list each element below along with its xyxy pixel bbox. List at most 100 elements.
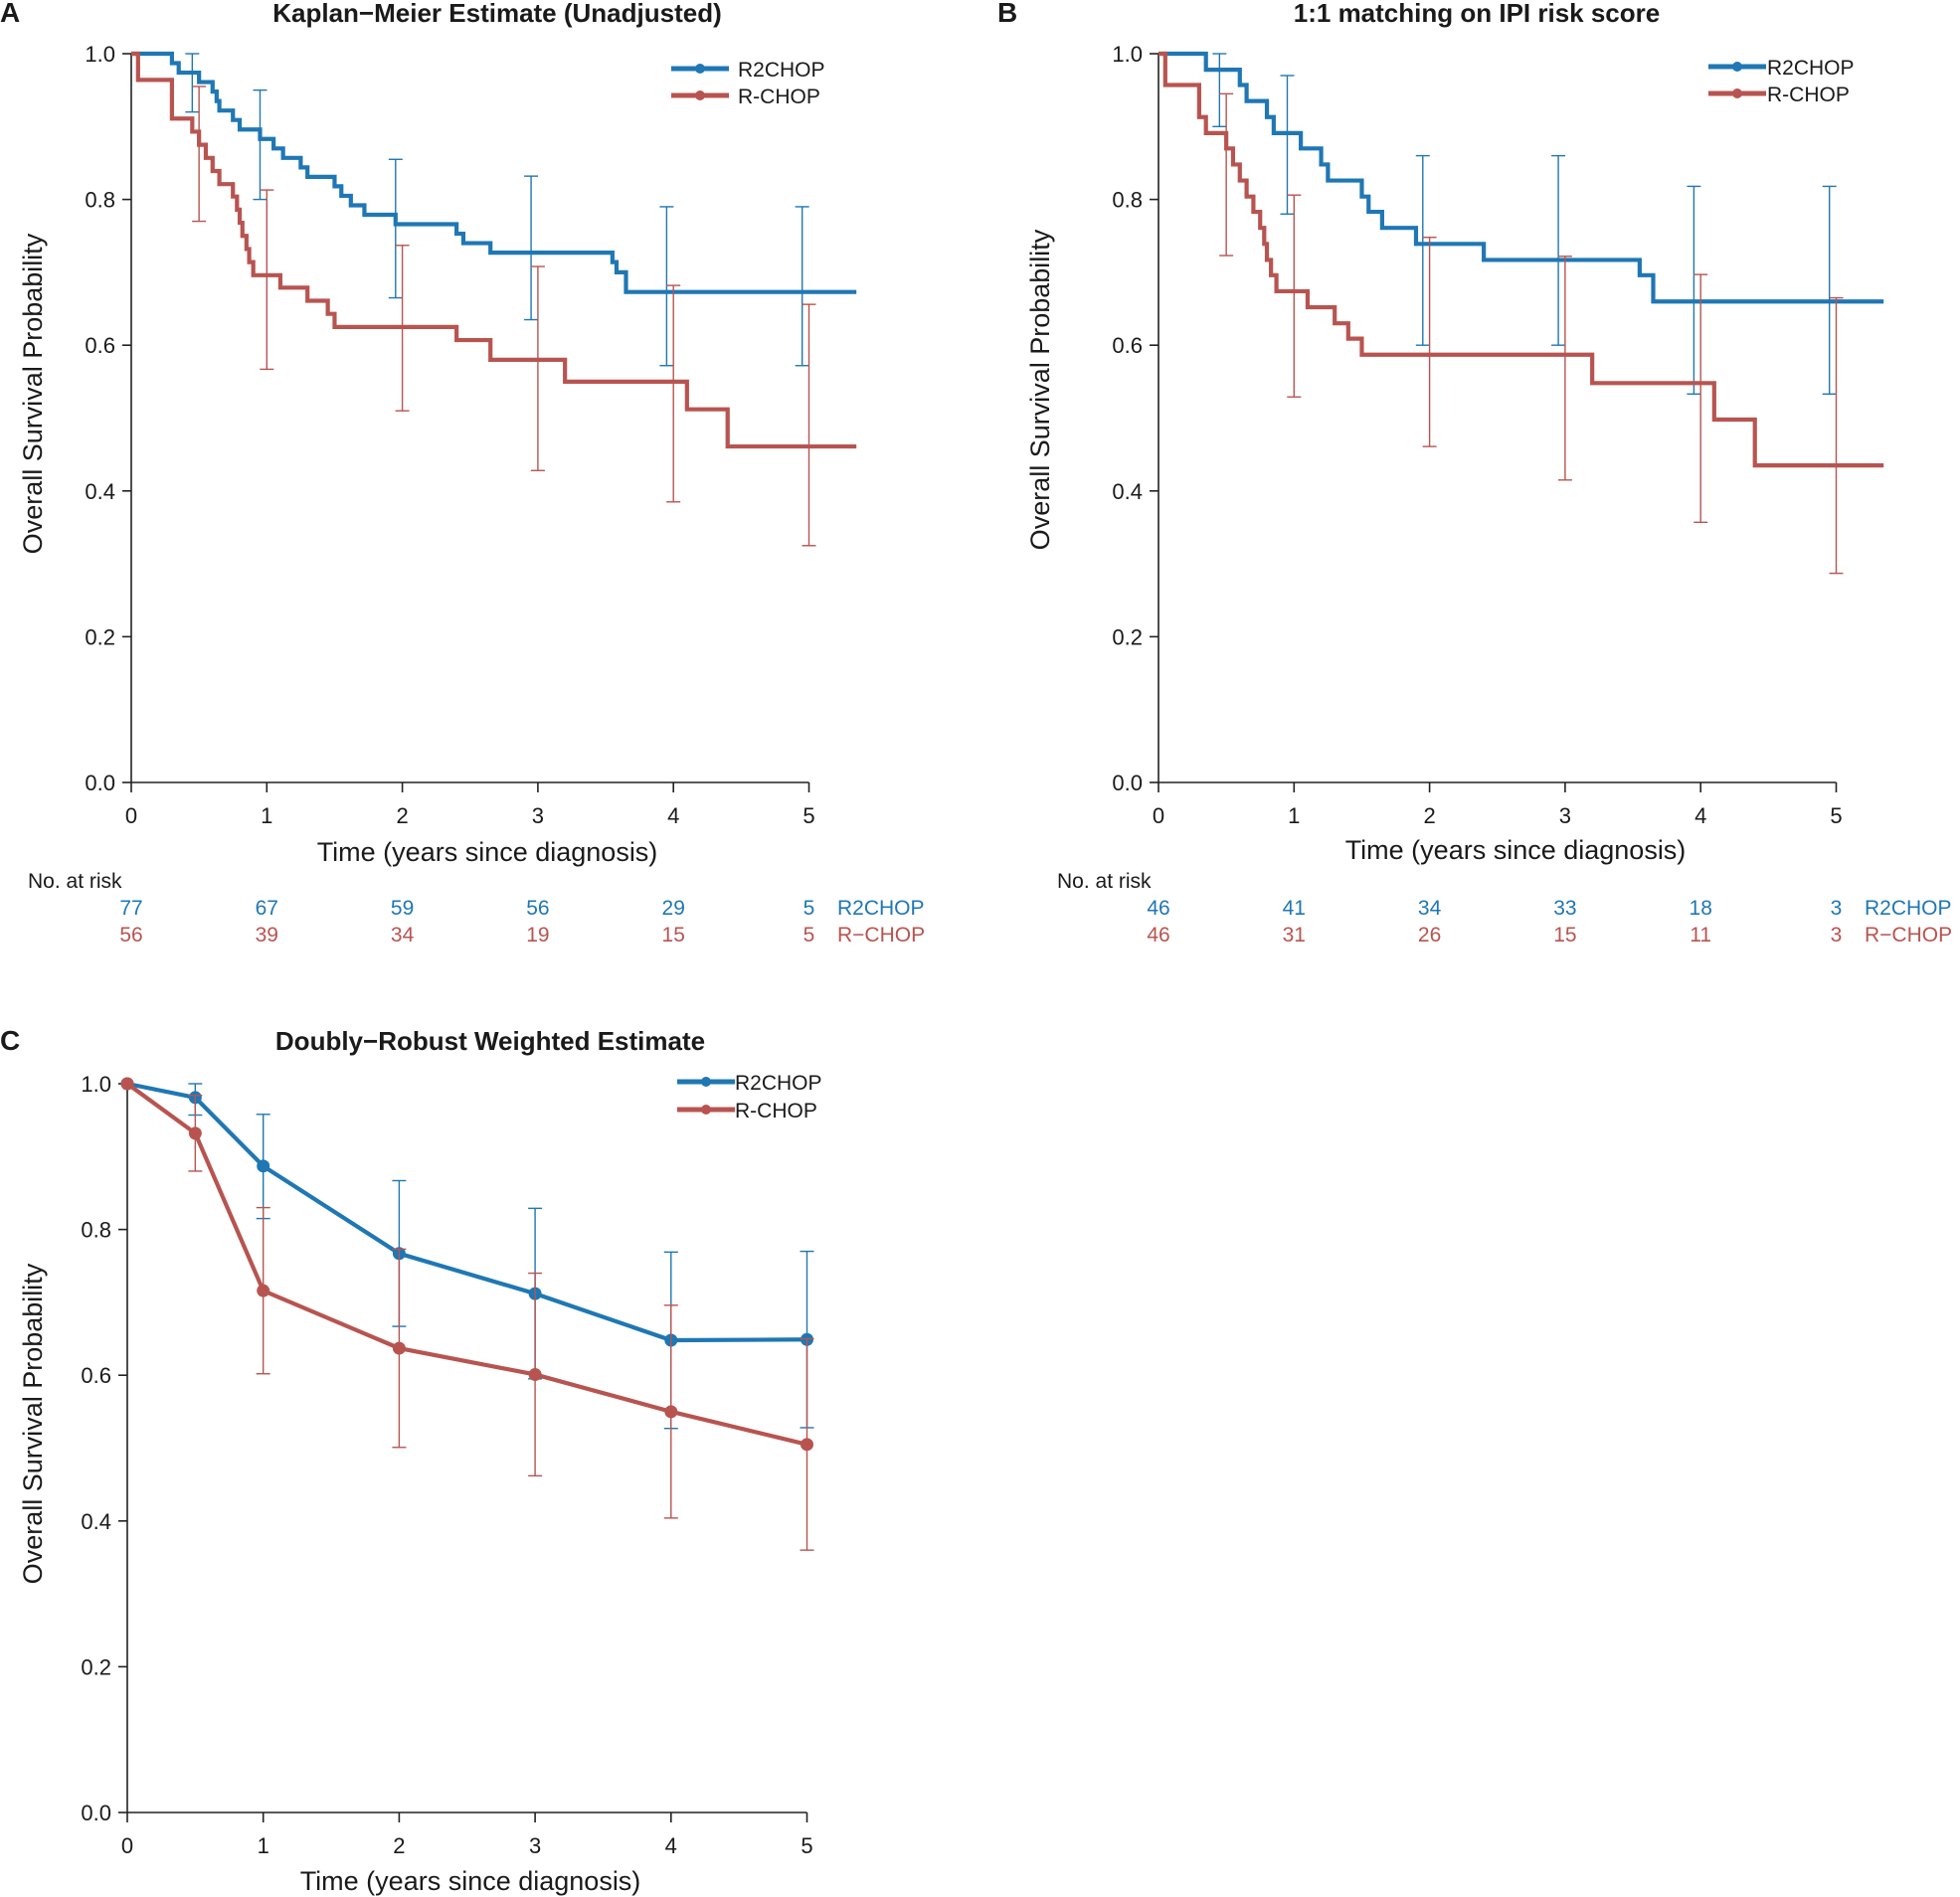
y-tick-label: 0.4 bbox=[81, 1509, 111, 1534]
risk-table-header: No. at risk bbox=[28, 870, 122, 893]
data-point bbox=[801, 1438, 813, 1452]
y-tick-label: 0.2 bbox=[81, 1654, 111, 1679]
legend-label-r2chop: R2CHOP bbox=[1767, 57, 1855, 80]
risk-row-name: R2CHOP bbox=[837, 897, 925, 920]
y-axis-label: Overall Survival Probability bbox=[1025, 229, 1055, 550]
panel-letter: A bbox=[0, 0, 20, 28]
chart-title: 1:1 matching on IPI risk score bbox=[1294, 0, 1660, 28]
risk-table: No. at risk 77 67 59 56 29 5 R2CHOP 56 39 34 19 15 5… bbox=[28, 870, 925, 947]
panel-letter: B bbox=[997, 0, 1017, 28]
panel-a: A Kaplan−Meier Estimate (Unadjusted) Tim… bbox=[0, 0, 925, 947]
series-r-chop bbox=[131, 51, 857, 547]
series-r-chop bbox=[120, 1077, 814, 1551]
risk-table-rows: 46 41 34 33 18 3 R2CHOP 46 31 26 15 11 3 R−CHOP bbox=[1147, 897, 1952, 947]
legend-marker-r-chop bbox=[695, 90, 705, 100]
series-r2chop bbox=[131, 51, 857, 367]
risk-count: 34 bbox=[1418, 897, 1442, 920]
legend-marker-r-chop bbox=[701, 1105, 711, 1115]
x-tick-label: 4 bbox=[1694, 803, 1706, 828]
risk-count: 18 bbox=[1690, 897, 1712, 920]
legend-marker-r-chop bbox=[1732, 88, 1742, 98]
series-r2chop bbox=[120, 1077, 814, 1430]
y-tick-label: 1.0 bbox=[81, 1072, 111, 1097]
x-tick-label: 5 bbox=[1830, 803, 1842, 828]
panel-letter: C bbox=[0, 1025, 20, 1056]
risk-count: 29 bbox=[662, 897, 685, 920]
data-point bbox=[664, 1405, 678, 1419]
series-r-chop bbox=[1158, 51, 1884, 575]
survival-line-r-chop bbox=[125, 1082, 807, 1447]
risk-table-rows: 77 67 59 56 29 5 R2CHOP 56 39 34 19 15 5 R−CHOP bbox=[119, 897, 925, 947]
y-tick-label: 0.0 bbox=[1112, 771, 1143, 795]
risk-count: 56 bbox=[526, 897, 549, 920]
y-tick-label: 0.6 bbox=[81, 1363, 111, 1388]
survival-curve-r-chop bbox=[1158, 51, 1884, 468]
legend-label-r2chop: R2CHOP bbox=[735, 1072, 822, 1095]
legend: R2CHOP R-CHOP bbox=[677, 1072, 822, 1122]
data-point bbox=[257, 1284, 270, 1297]
plot-area: 0.0 0.2 0.4 0.6 0.8 1.0 0 1 2 3 4 5 bbox=[85, 42, 857, 828]
x-tick-label: 1 bbox=[1288, 803, 1300, 828]
legend: R2CHOP R-CHOP bbox=[671, 59, 825, 108]
x-tick-label: 0 bbox=[1153, 803, 1164, 828]
x-tick-label: 4 bbox=[667, 803, 679, 828]
legend-label-r-chop: R-CHOP bbox=[738, 86, 820, 108]
x-tick-label: 3 bbox=[532, 803, 544, 828]
survival-curve-r2chop bbox=[131, 51, 857, 294]
risk-count: 34 bbox=[391, 924, 415, 947]
y-tick-label: 1.0 bbox=[85, 42, 115, 67]
risk-count: 46 bbox=[1147, 897, 1169, 920]
legend-label-r-chop: R-CHOP bbox=[1767, 84, 1850, 106]
risk-count: 26 bbox=[1418, 924, 1441, 947]
y-tick-label: 0.2 bbox=[1112, 624, 1143, 649]
x-tick-label: 3 bbox=[1559, 803, 1571, 828]
x-tick-label: 0 bbox=[121, 1833, 133, 1858]
y-tick-label: 0.8 bbox=[1112, 188, 1143, 213]
x-tick-label: 1 bbox=[258, 1833, 269, 1858]
risk-count: 15 bbox=[662, 924, 685, 947]
legend-label-r2chop: R2CHOP bbox=[738, 59, 825, 82]
series-r2chop bbox=[1158, 51, 1884, 396]
risk-count: 56 bbox=[119, 924, 142, 947]
y-axis-label: Overall Survival Probability bbox=[18, 1263, 48, 1584]
y-tick-label: 0.4 bbox=[1112, 479, 1143, 504]
risk-count: 19 bbox=[526, 924, 549, 947]
risk-count: 15 bbox=[1553, 924, 1576, 947]
plot-area: 0.0 0.2 0.4 0.6 0.8 1.0 0 1 2 3 4 5 bbox=[81, 1072, 814, 1858]
risk-count: 11 bbox=[1690, 924, 1711, 947]
x-tick-label: 2 bbox=[393, 1833, 405, 1858]
risk-row-name: R2CHOP bbox=[1865, 897, 1952, 920]
x-tick-label: 5 bbox=[802, 803, 814, 828]
panel-b: B 1:1 matching on IPI risk score Time (y… bbox=[997, 0, 1952, 947]
legend-marker-r2chop bbox=[701, 1077, 711, 1087]
data-point bbox=[257, 1159, 270, 1173]
risk-count: 3 bbox=[1831, 897, 1843, 920]
y-tick-label: 0.8 bbox=[85, 188, 115, 213]
y-axis-label: Overall Survival Probability bbox=[18, 233, 48, 554]
survival-curve-r-chop bbox=[131, 51, 857, 449]
legend-marker-r2chop bbox=[695, 64, 705, 74]
y-tick-label: 0.6 bbox=[1112, 333, 1143, 358]
risk-table: No. at risk 46 41 34 33 18 3 R2CHOP 46 31 26 15 11 3… bbox=[1057, 870, 1952, 947]
data-point bbox=[392, 1341, 406, 1355]
risk-count: 39 bbox=[256, 924, 278, 947]
x-tick-label: 2 bbox=[1423, 803, 1435, 828]
risk-count: 41 bbox=[1283, 897, 1306, 920]
legend-marker-r2chop bbox=[1732, 62, 1742, 72]
risk-count: 3 bbox=[1831, 924, 1843, 947]
risk-count: 31 bbox=[1283, 924, 1306, 947]
data-point bbox=[188, 1126, 202, 1140]
y-tick-label: 0.4 bbox=[85, 479, 115, 504]
risk-table-header: No. at risk bbox=[1057, 870, 1152, 893]
panel-c: C Doubly−Robust Weighted Estimate Time (… bbox=[0, 1025, 822, 1896]
x-tick-label: 4 bbox=[665, 1833, 677, 1858]
y-tick-label: 0.2 bbox=[85, 624, 115, 649]
legend: R2CHOP R-CHOP bbox=[1708, 57, 1855, 106]
x-tick-label: 5 bbox=[801, 1833, 812, 1858]
x-tick-label: 2 bbox=[396, 803, 408, 828]
x-axis-label: Time (years since diagnosis) bbox=[300, 1866, 641, 1896]
y-tick-label: 0.6 bbox=[85, 333, 115, 358]
chart-title: Doubly−Robust Weighted Estimate bbox=[275, 1026, 705, 1056]
data-point bbox=[120, 1077, 134, 1091]
